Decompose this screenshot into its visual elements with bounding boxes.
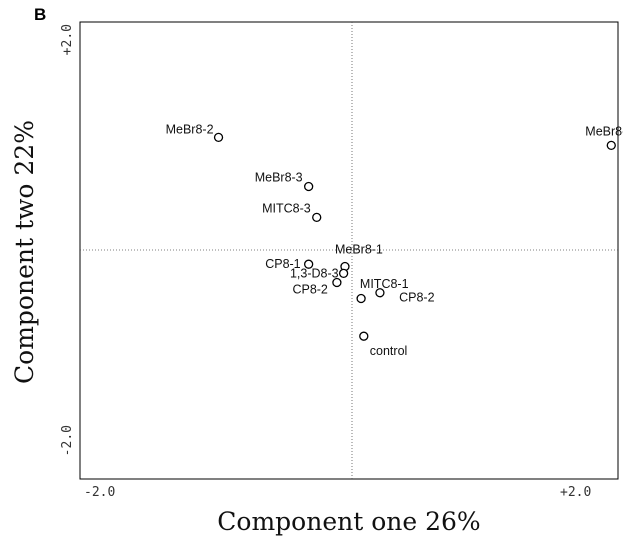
y-axis-title: Component two 22%: [10, 120, 39, 384]
point-label: CP8-2: [292, 282, 327, 296]
point-label: CP8-1: [265, 257, 300, 271]
data-point-marker: [606, 140, 616, 151]
y-tick-label-min: -2.0: [60, 425, 75, 456]
data-point-marker: [303, 259, 314, 269]
point-label: MeBr8-3: [255, 171, 303, 185]
data-point-marker: [359, 331, 369, 341]
point-label: 1,3-D8-3: [290, 266, 339, 280]
plot-frame: [79, 21, 619, 480]
x-axis-title: Component one 26%: [217, 507, 480, 536]
point-label: MeBr8-1: [335, 242, 383, 256]
x-tick-label-min: -2.0: [84, 485, 115, 500]
data-point-marker: [332, 277, 342, 288]
data-point-marker: [312, 212, 322, 223]
x-tick-label-max: +2.0: [560, 485, 591, 500]
point-label: MeBr8-2: [166, 122, 214, 136]
data-point-marker: [303, 181, 314, 192]
data-point-marker: [375, 288, 385, 298]
data-point-marker: [356, 293, 366, 304]
point-label: CP8-2: [399, 290, 434, 304]
data-points: MeBr8-2 MeBr8-3 MITC8-3 MeBr8-1 MeBr8-1 CP8-1…: [166, 122, 623, 358]
point-label: MeBr8-1: [585, 124, 623, 138]
point-label: MITC8-1: [360, 277, 409, 291]
point-label: MITC8-3: [262, 201, 311, 215]
point-label: control: [370, 344, 408, 358]
data-point-marker: [338, 268, 349, 279]
panel-label: B: [34, 5, 46, 24]
y-tick-label-max: +2.0: [60, 24, 75, 55]
data-point-marker: [213, 132, 224, 143]
